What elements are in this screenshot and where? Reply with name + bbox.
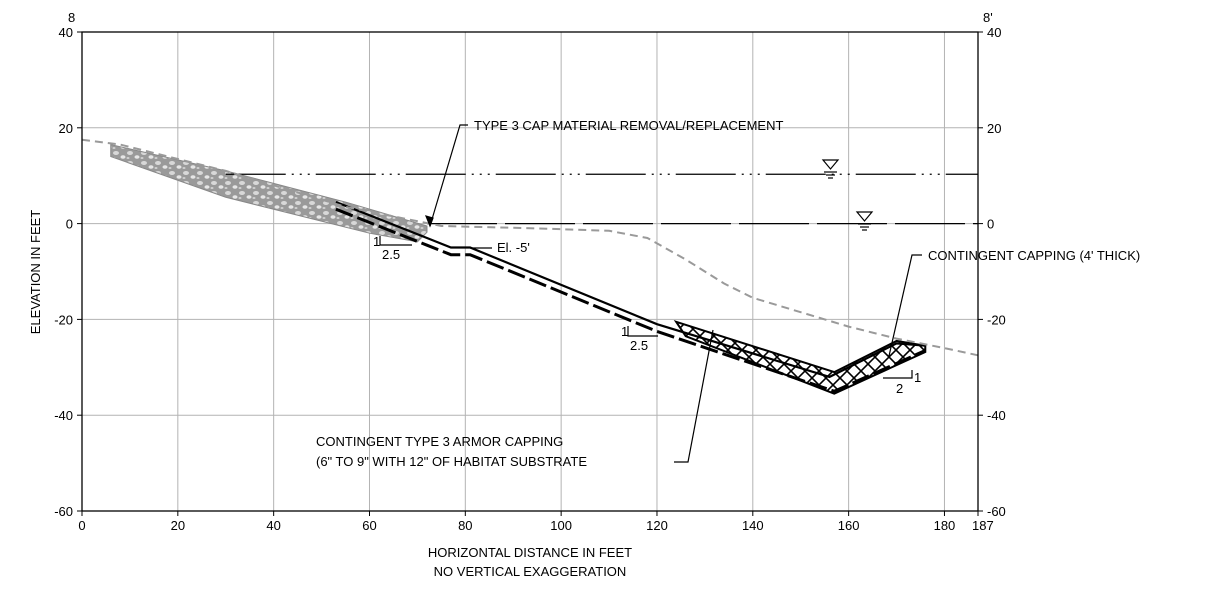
elevation-callout: El. -5' — [497, 240, 530, 255]
x-tick-label: 140 — [742, 518, 764, 533]
y-tick-label-left: -60 — [54, 504, 73, 519]
slope1-rise: 1 — [373, 234, 380, 249]
x-tick-label: 0 — [78, 518, 85, 533]
capping-bottom-line — [335, 207, 926, 393]
excavation-profile-line — [335, 200, 926, 379]
y-tick-label-right: -60 — [987, 504, 1006, 519]
section-left-label: 8 — [68, 10, 75, 25]
slope-indicator-3 — [883, 370, 913, 379]
y-tick-label-right: -40 — [987, 408, 1006, 423]
x-tick-label: 20 — [171, 518, 185, 533]
slope2-run: 2.5 — [630, 338, 648, 353]
leader-lines — [424, 124, 922, 463]
annotation-armor-capping-line1: CONTINGENT TYPE 3 ARMOR CAPPING — [316, 434, 563, 449]
x-tick-label: 120 — [646, 518, 668, 533]
slope-indicator-2 — [627, 326, 658, 337]
leader-contingent-capping — [888, 254, 922, 357]
y-tick-label-right: 40 — [987, 25, 1001, 40]
x-tick-label: 40 — [266, 518, 280, 533]
x-tick-label: 60 — [362, 518, 376, 533]
leader-type3-removal — [429, 124, 468, 227]
y-tick-label-right: 0 — [987, 217, 994, 232]
x-axis-subtitle: NO VERTICAL EXAGGERATION — [434, 564, 627, 579]
y-tick-labels: 40 40 20 20 0 0 -20 -20 -40 -40 -60 -60 — [54, 25, 1006, 519]
x-tick-label: 187 — [972, 518, 994, 533]
x-tick-label: 180 — [934, 518, 956, 533]
y-tick-label-right: -20 — [987, 312, 1006, 327]
armor-capping-zone — [673, 319, 927, 395]
x-tick-label: 100 — [550, 518, 572, 533]
annotation-type3-removal: TYPE 3 CAP MATERIAL REMOVAL/REPLACEMENT — [474, 118, 783, 133]
y-tick-label-left: 0 — [66, 217, 73, 232]
grid-lines — [82, 32, 978, 511]
water-level-symbol-lower — [855, 211, 874, 231]
section-right-label: 8' — [983, 10, 993, 25]
annotation-armor-capping-line2: (6" TO 9" WITH 12" OF HABITAT SUBSTRATE — [316, 454, 587, 469]
annotation-contingent-capping: CONTINGENT CAPPING (4' THICK) — [928, 248, 1140, 263]
water-level-symbol-upper — [821, 159, 840, 179]
x-tick-label: 160 — [838, 518, 860, 533]
x-tick-label: 80 — [458, 518, 472, 533]
y-tick-label-left: 40 — [59, 25, 73, 40]
slope-indicator-1 — [379, 236, 412, 246]
line-layer — [81, 138, 979, 393]
x-axis-title: HORIZONTAL DISTANCE IN FEET — [428, 545, 632, 560]
existing-grade-line — [81, 138, 979, 357]
y-tick-label-left: -40 — [54, 408, 73, 423]
fill-layer — [110, 143, 927, 395]
slope2-rise: 1 — [621, 324, 628, 339]
x-tick-labels: 0 20 40 60 80 100 120 140 160 180 187 — [78, 511, 994, 533]
y-tick-label-left: -20 — [54, 312, 73, 327]
plot-frame — [81, 31, 979, 512]
slope3-rise: 1 — [914, 370, 921, 385]
y-tick-label-left: 20 — [59, 121, 73, 136]
slope3-run: 2 — [896, 381, 903, 396]
y-axis-title: ELEVATION IN FEET — [28, 210, 43, 335]
slope1-run: 2.5 — [382, 247, 400, 262]
y-tick-label-right: 20 — [987, 121, 1001, 136]
leader-armor-capping — [674, 329, 714, 463]
